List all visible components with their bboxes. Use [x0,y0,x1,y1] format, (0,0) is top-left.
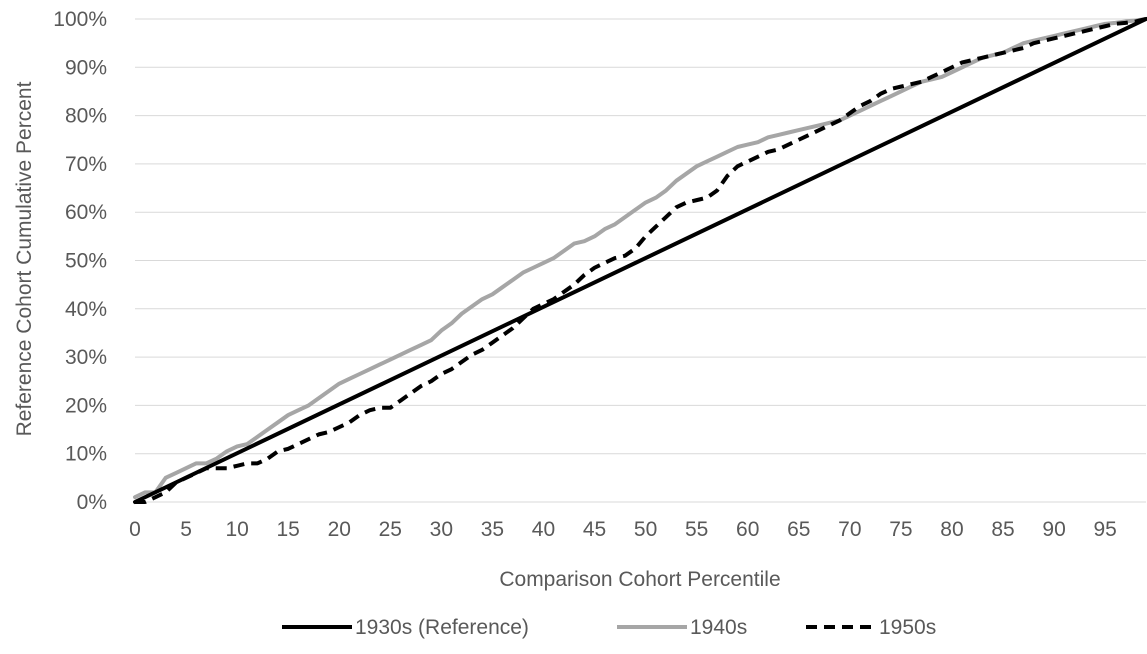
x-tick-label: 25 [379,518,402,541]
x-tick-label: 45 [583,518,606,541]
x-tick-label: 20 [328,518,351,541]
legend-label: 1930s (Reference) [355,616,529,639]
legend-item: 1940s [617,616,747,639]
y-tick-label: 80% [65,105,107,128]
x-axis-title: Comparison Cohort Percentile [499,568,780,591]
x-tick-label: 70 [838,518,861,541]
x-tick-label: 75 [889,518,912,541]
x-tick-label: 85 [991,518,1014,541]
y-tick-label: 100% [53,8,107,31]
x-tick-label: 60 [736,518,759,541]
x-tick-label: 0 [129,518,141,541]
y-tick-label: 60% [65,201,107,224]
legend: 1930s (Reference) 1940s 1950s [282,616,936,639]
x-tick-label: 15 [277,518,300,541]
x-tick-label: 80 [940,518,963,541]
x-tick-label: 5 [180,518,192,541]
y-axis-tick-labels: 0% 10% 20% 30% 40% 50% 60% 70% 80% 90% 100% [53,8,107,514]
series-layer [133,17,1147,504]
y-tick-label: 50% [65,250,107,273]
legend-label: 1940s [690,616,747,639]
series-line-1930s-reference [133,17,1147,504]
x-tick-label: 30 [430,518,453,541]
y-tick-label: 70% [65,153,107,176]
x-axis-tick-labels: 0 5 10 15 20 25 30 35 40 45 50 55 60 65 70 75 80 85 90 95 [129,518,1117,541]
x-tick-label: 10 [225,518,248,541]
x-tick-label: 50 [634,518,657,541]
x-tick-label: 35 [481,518,504,541]
x-tick-label: 40 [532,518,555,541]
legend-label: 1950s [879,616,936,639]
y-tick-label: 40% [65,298,107,321]
legend-item: 1950s [806,616,936,639]
y-tick-label: 0% [77,491,107,514]
y-tick-label: 20% [65,394,107,417]
x-tick-label: 90 [1042,518,1065,541]
legend-item: 1930s (Reference) [282,616,529,639]
x-tick-label: 95 [1093,518,1116,541]
x-tick-label: 65 [787,518,810,541]
y-axis-title: Reference Cohort Cumulative Percent [13,81,36,436]
y-tick-label: 10% [65,443,107,466]
y-tick-label: 90% [65,56,107,79]
series-line-1950s [135,17,1147,504]
x-tick-label: 55 [685,518,708,541]
series-line-1940s [133,17,1147,500]
y-tick-label: 30% [65,346,107,369]
